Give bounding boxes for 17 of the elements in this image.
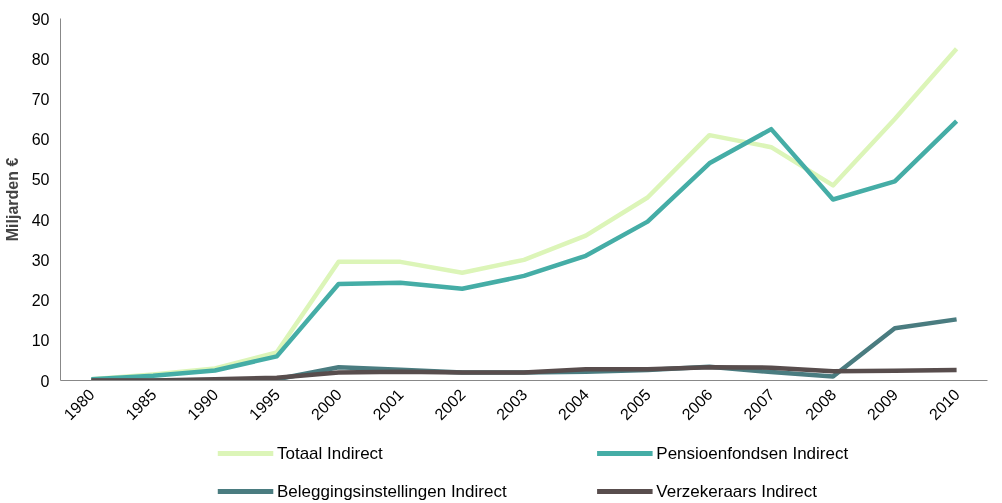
legend-label: Beleggingsinstellingen Indirect	[276, 482, 507, 501]
y-tick-label: 20	[31, 292, 50, 310]
y-axis-title: Miljarden €	[3, 157, 21, 242]
legend-label: Pensioenfondsen Indirect	[656, 444, 849, 463]
y-tick-label: 70	[31, 90, 50, 108]
y-tick-label: 80	[31, 50, 50, 68]
line-series	[89, 118, 959, 381]
legend-label: Totaal Indirect	[276, 444, 384, 463]
y-tick-label: 40	[31, 211, 50, 229]
y-tick-label: 0	[40, 372, 50, 390]
line-series	[89, 364, 959, 381]
legend-label: Verzekeraars Indirect	[656, 482, 818, 501]
y-tick-label: 10	[31, 332, 50, 350]
y-tick-label: 30	[31, 251, 50, 269]
y-tick-label: 90	[31, 10, 50, 28]
y-tick-label: 50	[31, 171, 50, 189]
y-tick-label: 60	[31, 131, 50, 149]
